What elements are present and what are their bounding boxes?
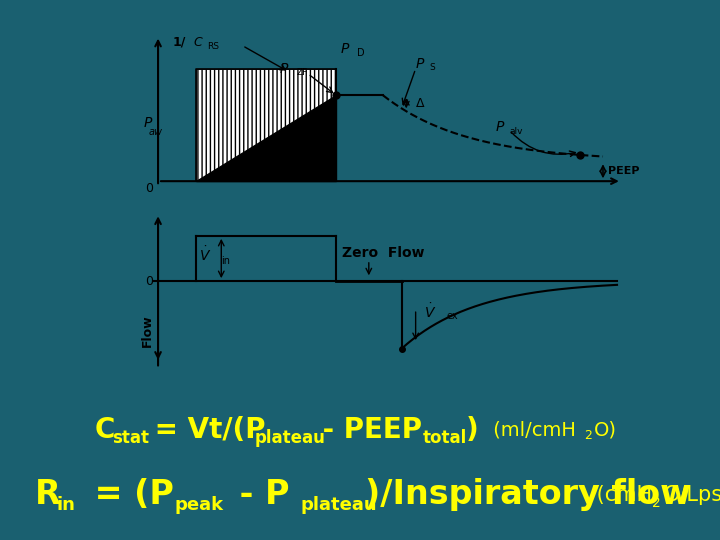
Text: 1/: 1/ <box>172 36 186 49</box>
Text: ): ) <box>466 416 479 444</box>
Text: plateau: plateau <box>300 496 377 514</box>
Text: R: R <box>35 478 60 511</box>
Text: plateau: plateau <box>255 429 326 447</box>
Text: Flow: Flow <box>141 314 154 347</box>
Text: O): O) <box>594 420 617 439</box>
Text: = Vt/(P: = Vt/(P <box>145 416 266 444</box>
Text: total: total <box>423 429 467 447</box>
Text: 0: 0 <box>145 274 153 287</box>
Text: Zero  Flow: Zero Flow <box>341 246 424 260</box>
Text: 0: 0 <box>145 182 153 195</box>
Text: P: P <box>143 116 152 130</box>
Text: P: P <box>495 120 503 134</box>
Text: $\dot{V}$: $\dot{V}$ <box>199 245 211 264</box>
Text: 2: 2 <box>652 496 661 510</box>
Text: PEEP: PEEP <box>608 166 639 176</box>
Text: - PEEP: - PEEP <box>313 416 422 444</box>
Text: P: P <box>280 62 288 76</box>
Text: O/Lps): O/Lps) <box>664 485 720 505</box>
Text: (ml/cmH: (ml/cmH <box>487 420 576 439</box>
Text: $\dot{V}$: $\dot{V}$ <box>423 303 436 321</box>
Text: P: P <box>415 57 424 71</box>
Text: 2: 2 <box>584 429 592 442</box>
Text: RS: RS <box>207 42 219 51</box>
Text: ZF: ZF <box>296 69 307 77</box>
Text: - P: - P <box>228 478 289 511</box>
Text: )/Inspiratory flow: )/Inspiratory flow <box>365 478 691 511</box>
Text: = (P: = (P <box>83 478 174 511</box>
Text: peak: peak <box>175 496 224 514</box>
Text: alv: alv <box>509 127 523 136</box>
Text: C: C <box>193 36 202 49</box>
Text: aw: aw <box>149 126 163 137</box>
Text: in: in <box>221 256 230 266</box>
Text: ex: ex <box>446 311 458 321</box>
Text: D: D <box>357 48 365 58</box>
Polygon shape <box>196 95 336 181</box>
Text: P: P <box>341 42 349 56</box>
Text: (cmH: (cmH <box>590 485 652 505</box>
Text: Δ: Δ <box>415 97 424 110</box>
Text: S: S <box>430 63 436 72</box>
Text: C: C <box>95 416 115 444</box>
Polygon shape <box>196 69 336 181</box>
Text: in: in <box>57 496 76 514</box>
Text: stat: stat <box>112 429 149 447</box>
